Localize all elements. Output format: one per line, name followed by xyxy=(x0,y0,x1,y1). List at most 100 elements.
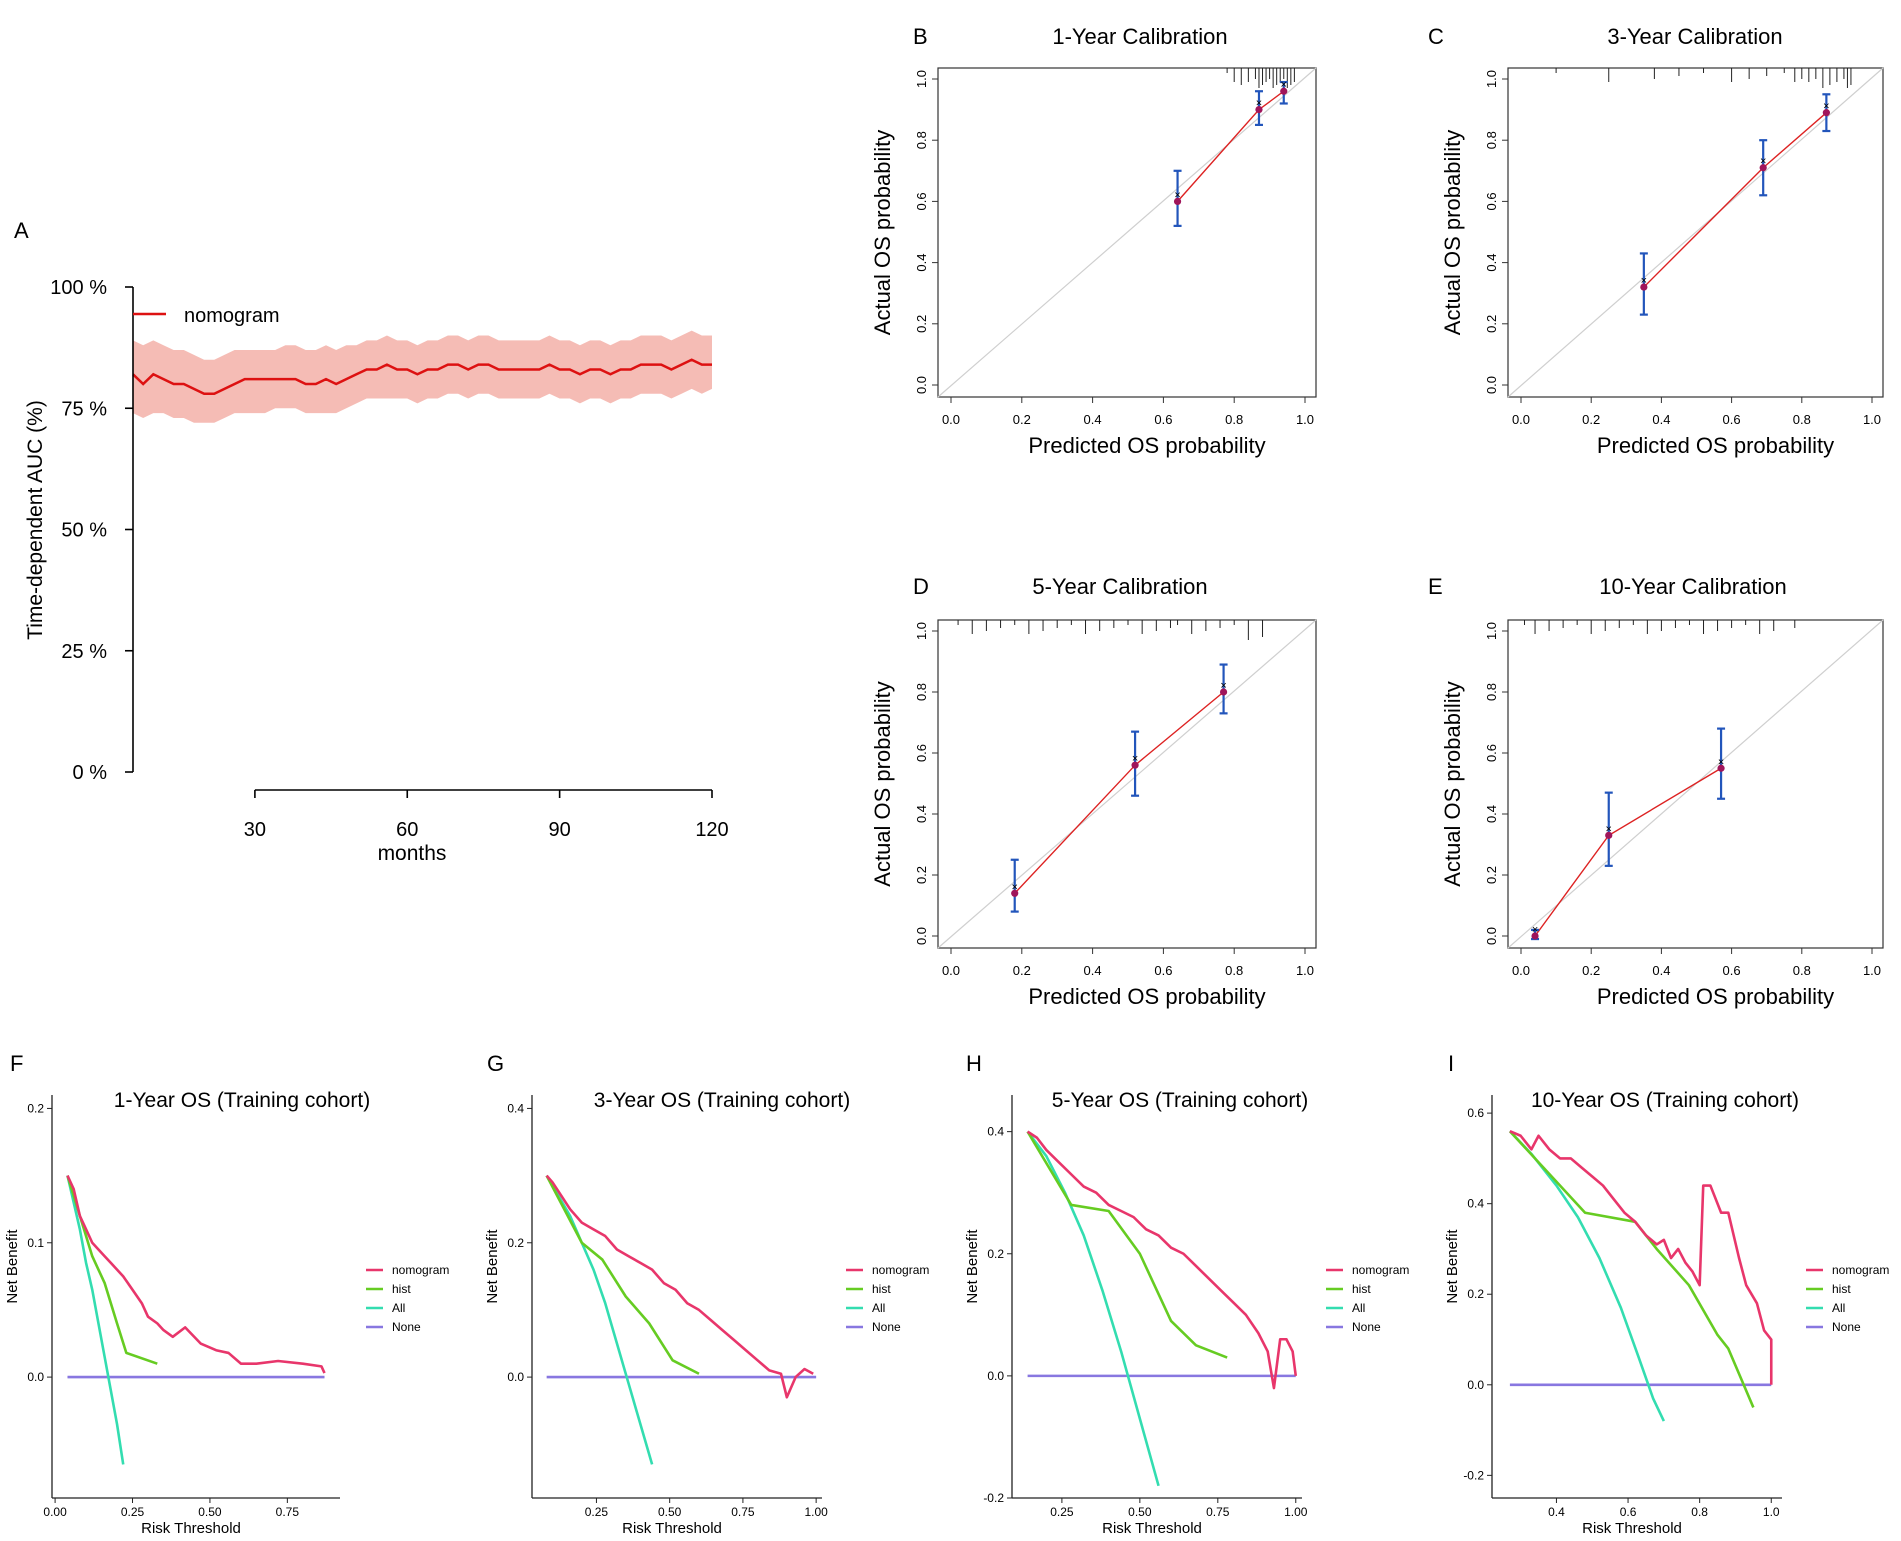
x-axis-title-c: Predicted OS probability xyxy=(1597,433,1834,458)
x-tick-label-e: 0.0 xyxy=(1512,963,1530,978)
x-tick-label-c: 1.0 xyxy=(1863,412,1881,427)
cross-marker-b: × xyxy=(1174,189,1180,201)
panel-h: H 5-Year OS (Training cohort) -0.2 0.0 0.2 0.… xyxy=(964,1051,1409,1537)
plot-frame-d xyxy=(937,619,1317,949)
x-tick-label-c: 0.8 xyxy=(1793,412,1811,427)
y-tick-label-c: 0.2 xyxy=(1484,315,1499,333)
panel-e: E 10-Year Calibration 0.0 0.2 0.4 0.6 0.8 1.0 0.… xyxy=(1428,574,1884,1009)
calibration-point-d xyxy=(1219,688,1228,696)
y-tick-label-d: 0.0 xyxy=(914,927,929,945)
y-tick-label-c: 0.6 xyxy=(1484,192,1499,210)
legend-label-none-g: None xyxy=(872,1320,901,1334)
series-line-nomogram-g xyxy=(545,1174,814,1399)
x-tick-label-d: 1.0 xyxy=(1296,963,1314,978)
x-tick-label-c: 0.4 xyxy=(1652,412,1670,427)
cross-marker-c: × xyxy=(1823,101,1829,113)
y-tick-label-c: 1.0 xyxy=(1484,70,1499,88)
legend-label-nomogram: nomogram xyxy=(184,305,280,327)
x-tick-label-f: 0.00 xyxy=(43,1505,67,1519)
y-tick-label-i: 0.4 xyxy=(1467,1197,1484,1211)
x-tick-label-d: 0.8 xyxy=(1225,963,1243,978)
chart-title-e: 10-Year Calibration xyxy=(1599,574,1787,599)
y-tick-label-i: -0.2 xyxy=(1463,1468,1484,1482)
auc-line-nomogram xyxy=(132,358,712,395)
cross-marker-d: × xyxy=(1132,753,1138,765)
y-tick-label-e: 0.0 xyxy=(1484,927,1499,945)
x-tick-label-g: 1.00 xyxy=(804,1505,828,1519)
calibration-line-e xyxy=(1534,767,1722,937)
x-tick-label-f: 0.25 xyxy=(121,1505,145,1519)
calibration-point-c xyxy=(1759,164,1767,172)
plot-frame-c xyxy=(1507,67,1884,398)
series-line-all-g xyxy=(545,1174,654,1465)
chart-title-g: 3-Year OS (Training cohort) xyxy=(594,1089,850,1112)
y-tick-label-d: 0.8 xyxy=(914,683,929,701)
x-tick-label-g: 0.75 xyxy=(731,1505,755,1519)
legend-label-nomogram-h: nomogram xyxy=(1352,1263,1409,1277)
y-tick-label-h: 0.0 xyxy=(987,1369,1004,1383)
y-tick-label-b: 0.8 xyxy=(914,131,929,149)
y-tick-label-d: 0.4 xyxy=(914,805,929,823)
y-tick-label-g: 0.0 xyxy=(507,1370,524,1384)
x-tick-label-a: 60 xyxy=(396,819,418,841)
legend-label-nomogram-i: nomogram xyxy=(1832,1263,1889,1277)
x-tick-label-h: 0.50 xyxy=(1128,1505,1152,1519)
cross-marker-d: × xyxy=(1220,680,1226,692)
y-axis-title-c: Actual OS probability xyxy=(1440,130,1465,335)
y-tick-label-g: 0.4 xyxy=(507,1101,524,1115)
chart-title-b: 1-Year Calibration xyxy=(1052,24,1227,49)
x-tick-label-a: 90 xyxy=(549,819,571,841)
series-line-hist-g xyxy=(545,1174,700,1375)
y-tick-label-f: 0.0 xyxy=(27,1370,44,1384)
legend-label-none-f: None xyxy=(392,1320,421,1334)
y-tick-label-a: 50 % xyxy=(61,520,107,542)
plot-frame-e xyxy=(1507,619,1884,949)
chart-title-c: 3-Year Calibration xyxy=(1607,24,1782,49)
panel-label-b: B xyxy=(913,24,928,49)
panel-i: I 10-Year OS (Training cohort) -0.2 0.0 0.2 0… xyxy=(1444,1051,1889,1537)
y-axis-title-f: Net Benefit xyxy=(4,1229,21,1304)
calibration-point-c xyxy=(1640,283,1648,291)
calibration-point-c xyxy=(1822,109,1830,117)
y-tick-label-b: 0.0 xyxy=(914,376,929,394)
legend-label-nomogram-f: nomogram xyxy=(392,1263,449,1277)
y-tick-label-a: 0 % xyxy=(73,762,108,784)
x-tick-label-g: 0.50 xyxy=(658,1505,682,1519)
calibration-point-e xyxy=(1605,831,1613,839)
x-tick-label-c: 0.6 xyxy=(1723,412,1741,427)
x-tick-label-d: 0.2 xyxy=(1013,963,1031,978)
chart-title-d: 5-Year Calibration xyxy=(1032,574,1207,599)
panel-f: F 1-Year OS (Training cohort) 0.0 0.1 0.2 0.0… xyxy=(4,1051,449,1537)
x-tick-label-b: 0.8 xyxy=(1225,412,1243,427)
legend-label-all-f: All xyxy=(392,1301,405,1315)
y-tick-label-e: 1.0 xyxy=(1484,622,1499,640)
legend-label-none-h: None xyxy=(1352,1320,1381,1334)
panel-label-c: C xyxy=(1428,24,1444,49)
panel-label-d: D xyxy=(913,574,929,599)
cross-marker-b: × xyxy=(1256,98,1262,110)
y-tick-label-b: 0.2 xyxy=(914,315,929,333)
legend-label-hist-i: hist xyxy=(1832,1282,1851,1296)
x-tick-label-c: 0.0 xyxy=(1512,412,1530,427)
y-tick-label-e: 0.8 xyxy=(1484,683,1499,701)
x-tick-label-d: 0.0 xyxy=(942,963,960,978)
y-tick-label-e: 0.4 xyxy=(1484,805,1499,823)
calibration-line-c xyxy=(1643,112,1827,288)
y-tick-label-g: 0.2 xyxy=(507,1236,524,1250)
series-line-hist-f xyxy=(66,1175,158,1365)
y-tick-label-e: 0.2 xyxy=(1484,866,1499,884)
x-tick-label-d: 0.6 xyxy=(1154,963,1172,978)
x-tick-label-i: 0.4 xyxy=(1548,1505,1565,1519)
panel-label-a: A xyxy=(14,218,29,243)
panel-label-h: H xyxy=(966,1051,982,1076)
y-axis-title-d: Actual OS probability xyxy=(870,681,895,886)
series-line-nomogram-f xyxy=(66,1175,326,1374)
x-axis-title-e: Predicted OS probability xyxy=(1597,984,1834,1009)
x-tick-label-b: 0.0 xyxy=(942,412,960,427)
x-tick-label-c: 0.2 xyxy=(1582,412,1600,427)
y-tick-label-c: 0.0 xyxy=(1484,376,1499,394)
x-tick-label-d: 0.4 xyxy=(1084,963,1102,978)
y-tick-label-i: 0.6 xyxy=(1467,1106,1484,1120)
calibration-point-d xyxy=(1131,761,1139,769)
